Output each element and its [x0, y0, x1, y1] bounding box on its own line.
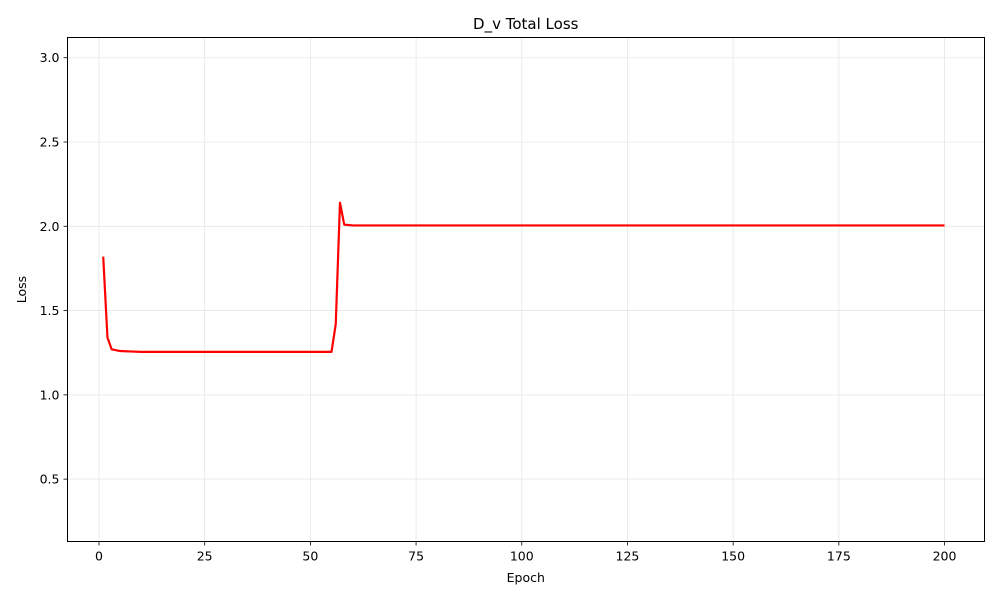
x-tick-label: 100 [510, 549, 534, 564]
y-tick-label: 1.5 [40, 303, 60, 318]
x-tick-label: 25 [197, 549, 213, 564]
loss-series-line [102, 201, 945, 353]
x-tick-label: 0 [95, 549, 103, 564]
series-layer [102, 201, 945, 353]
x-tick-label: 75 [408, 549, 424, 564]
x-tick-label: 200 [933, 549, 957, 564]
y-tick-label: 3.0 [40, 50, 60, 65]
y-tick-label: 1.0 [40, 387, 60, 402]
x-tick-label: 50 [302, 549, 318, 564]
chart-title: D_v Total Loss [473, 15, 579, 34]
y-tick-label: 0.5 [40, 472, 60, 487]
x-axis-label: Epoch [507, 570, 545, 585]
x-tick-label: 150 [721, 549, 745, 564]
y-axis-label: Loss [14, 276, 29, 303]
ticks: 0 25 50 75 100 125 150 175 200 0.5 1.0 1.5 2.0 2.5 3.0 [40, 50, 957, 563]
plot-frame [67, 37, 985, 542]
y-tick-label: 2.0 [40, 219, 60, 234]
y-tick-label: 2.5 [40, 135, 60, 150]
x-tick-label: 175 [827, 549, 851, 564]
x-tick-label: 125 [616, 549, 640, 564]
grid [67, 37, 985, 542]
